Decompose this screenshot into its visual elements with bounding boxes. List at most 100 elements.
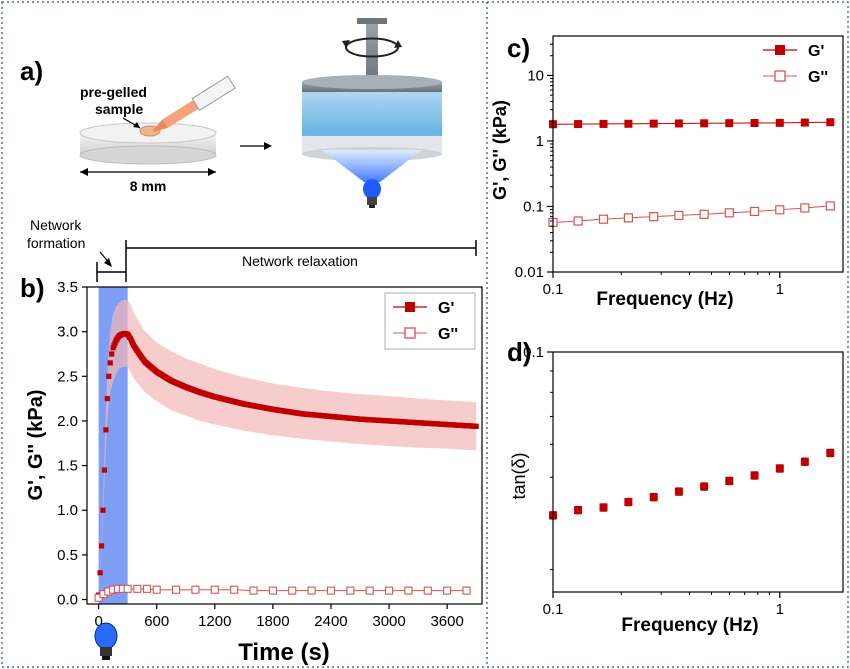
c-xtick-label: 1	[776, 281, 784, 298]
gdoubleprime-point	[404, 586, 413, 595]
xtick-label: 3600	[430, 613, 463, 630]
ytick-label: 1.5	[57, 458, 78, 475]
diameter-label: 8 mm	[130, 178, 167, 194]
sample-label-line2: sample	[95, 101, 143, 117]
d-ytick-label: 0.1	[523, 344, 544, 361]
gdoubleprime-point	[249, 586, 258, 595]
gdoubleprime-point	[133, 584, 142, 593]
rheometer-icon	[302, 18, 442, 182]
xtick-label: 0	[94, 613, 102, 630]
ytick-label: 1.0	[57, 502, 78, 519]
legend-c-marker-gdoubleprime	[774, 70, 786, 82]
phase-annotations: Network formation Network relaxation	[27, 217, 477, 282]
legend-c-label-gdoubleprime: G''	[808, 69, 828, 86]
ytick-label: 0.5	[57, 547, 78, 564]
schematic: pre-gelled sample 8 mm	[79, 18, 442, 208]
d-tandelta-point	[624, 498, 633, 507]
panel-label-d: d)	[507, 337, 532, 367]
panel-label-c: c)	[507, 33, 530, 63]
gdoubleprime-point	[385, 586, 394, 595]
c-gprime-point	[599, 119, 608, 128]
c-gprime-point	[750, 119, 759, 128]
gprime-point	[106, 373, 112, 379]
d-tandelta-point	[775, 464, 784, 473]
c-ytick-label: 0.1	[523, 198, 544, 215]
xtick-label: 1800	[256, 613, 289, 630]
network-formation-line2: formation	[27, 235, 85, 251]
xtick-label: 2400	[314, 613, 347, 630]
c-gdoubleprime-point	[775, 205, 785, 215]
ytick-label: 2.5	[57, 368, 78, 385]
c-ytick-label: 0.01	[515, 264, 544, 281]
c-gdoubleprime-point	[749, 206, 760, 217]
c-gdoubleprime-point	[724, 208, 734, 218]
chart-c-ylabel: G', G'' (kPa)	[490, 100, 510, 200]
chart-d-xlabel: Frequency (Hz)	[621, 615, 758, 636]
legend-label-gdoubleprime: G''	[438, 326, 458, 343]
network-formation-line1: Network	[30, 217, 82, 233]
c-ytick-label: 10	[527, 67, 544, 84]
sample-disc	[79, 122, 217, 165]
chart-d-frame	[552, 351, 844, 593]
gdoubleprime-point	[423, 586, 432, 595]
legend-label-gprime: G'	[438, 300, 454, 317]
c-gdoubleprime-point	[825, 201, 835, 211]
chart-b-ylabel: G', G'' (kPa)	[25, 390, 47, 501]
c-gdoubleprime-point	[699, 209, 709, 219]
light-bulb-icon	[363, 179, 381, 208]
gprime-point	[97, 570, 103, 576]
c-gprime-line	[552, 121, 831, 125]
gdoubleprime-point	[123, 584, 132, 593]
gdoubleprime-point	[288, 586, 297, 595]
ytick-label: 3.0	[57, 324, 78, 341]
gdoubleprime-point	[152, 585, 161, 594]
ytick-label: 3.5	[57, 279, 78, 296]
chart-b-xlabel: Time (s)	[238, 639, 330, 666]
d-tandelta-point	[826, 448, 835, 457]
c-gprime-point	[574, 120, 583, 129]
gprime-point	[100, 507, 106, 513]
chart-b: 0.0 0.5 1.0 1.5 2.0 2.5 3.0 3.5 0 600 1200 1800 240…	[25, 279, 483, 666]
chart-c-frame	[552, 35, 844, 273]
chart-b-light-bulb-icon	[94, 622, 118, 660]
chart-c-legend: G' G''	[763, 43, 828, 86]
gdoubleprime-point	[142, 584, 152, 593]
gdoubleprime-point	[326, 586, 336, 595]
xtick-label: 3000	[372, 613, 405, 630]
c-xtick-label: 0.1	[543, 281, 564, 298]
ytick-label: 0.0	[57, 592, 78, 609]
c-gprime-point	[800, 118, 809, 127]
c-gdoubleprime-point	[623, 213, 633, 223]
gdoubleprime-point	[230, 585, 239, 594]
gprime-point	[109, 351, 115, 357]
d-tandelta-point	[725, 476, 734, 485]
c-gprime-point	[775, 118, 784, 127]
d-tandelta-point	[674, 487, 683, 496]
c-gprime-point	[700, 119, 709, 128]
sample-label-line1: pre-gelled	[80, 84, 147, 100]
c-gdoubleprime-point	[674, 210, 684, 221]
d-tandelta-point	[800, 457, 809, 466]
d-xtick-label: 1	[776, 601, 784, 618]
gprime-point	[107, 360, 113, 366]
legend-marker-gdoubleprime	[404, 327, 416, 339]
c-gdoubleprime-line	[552, 205, 831, 223]
gdoubleprime-point	[210, 585, 219, 594]
c-gprime-point	[826, 118, 835, 127]
c-gprime-point	[649, 119, 658, 128]
gdoubleprime-point	[191, 585, 200, 594]
gdoubleprime-point	[268, 586, 277, 595]
gdoubleprime-point	[307, 586, 316, 595]
c-gprime-point	[674, 119, 683, 128]
c-gdoubleprime-point	[800, 203, 810, 213]
legend-c-marker-gprime	[775, 45, 785, 55]
gprime-point	[473, 423, 479, 429]
c-gprime-point	[725, 119, 734, 128]
c-gdoubleprime-point	[598, 214, 609, 224]
gdoubleprime-point	[172, 585, 181, 594]
d-tandelta-point	[750, 471, 759, 480]
chart-d: 0.1 0.1 1 Frequency (Hz) tan(δ)	[509, 344, 844, 636]
c-gprime-point	[624, 119, 633, 128]
gdoubleprime-point	[462, 586, 471, 595]
